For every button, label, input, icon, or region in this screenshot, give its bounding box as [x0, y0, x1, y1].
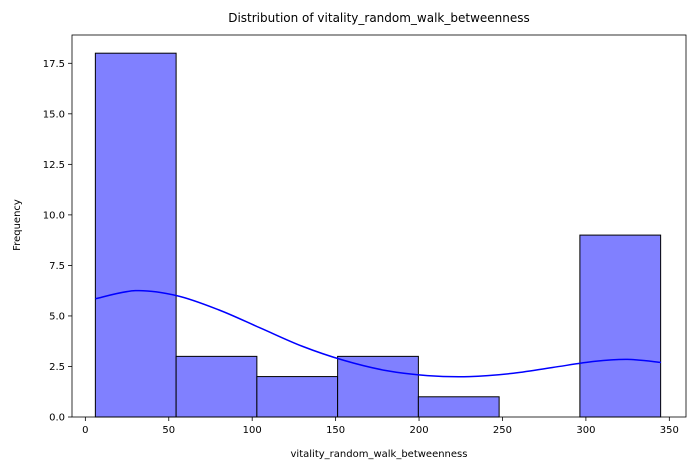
histogram-bar-2 — [175, 355, 258, 418]
y-tick-label: 2.5 — [49, 362, 65, 373]
plot-frame — [71, 34, 687, 418]
x-axis-title: vitality_random_walk_betweenness — [291, 449, 468, 460]
y-tick-label: 10.0 — [43, 210, 65, 221]
x-tick-label: 0 — [82, 425, 88, 436]
kde-layer — [95, 289, 662, 378]
x-tick-label: 300 — [576, 425, 595, 436]
y-tick-label: 0.0 — [49, 413, 65, 424]
bars-layer — [94, 52, 662, 418]
x-tick-label: 250 — [493, 425, 512, 436]
histogram-bar-3 — [256, 376, 339, 418]
chart-title: Distribution of vitality_random_walk_bet… — [228, 11, 530, 25]
y-tick-label: 12.5 — [43, 160, 65, 171]
histogram-bar-7 — [579, 234, 662, 418]
x-tick-label: 150 — [326, 425, 345, 436]
y-tick-label: 7.5 — [49, 261, 65, 272]
kde-line — [95, 289, 662, 378]
histogram-bar-4 — [337, 355, 419, 418]
histogram-bar-1 — [94, 52, 177, 418]
x-tick-label: 100 — [243, 425, 262, 436]
y-axis-title: Frequency — [12, 199, 23, 251]
y-tick-label: 17.5 — [43, 59, 65, 70]
y-tick-label: 15.0 — [43, 109, 65, 120]
y-tick-label: 5.0 — [49, 311, 65, 322]
x-tick-label: 350 — [660, 425, 679, 436]
x-tick-label: 200 — [409, 425, 428, 436]
x-tick-label: 50 — [162, 425, 175, 436]
axes-layer: 0 50 100 150 200 250 300 350 0.0 2.5 5.0 7.5 10.0 12.… — [43, 34, 687, 436]
histogram-bar-5 — [417, 396, 500, 418]
